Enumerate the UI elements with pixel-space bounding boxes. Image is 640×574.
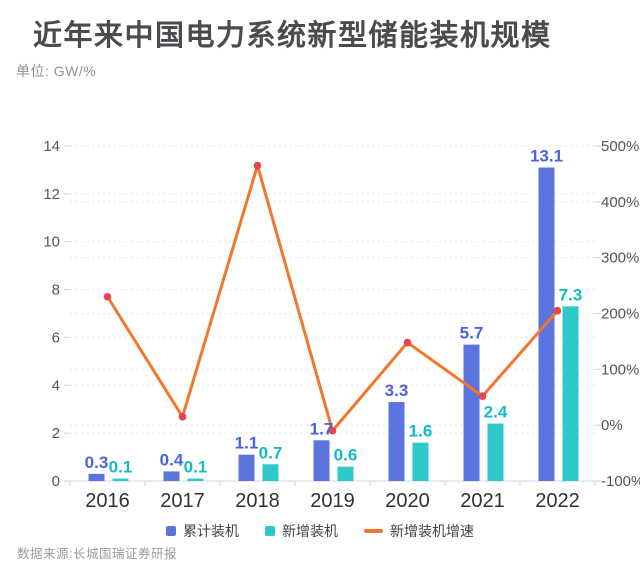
bar-cumulative-2019	[313, 440, 330, 481]
line-point-2020	[403, 338, 412, 347]
right-axis-label-500%: 500%	[601, 138, 639, 155]
left-axis-label-0: 0	[52, 473, 60, 490]
value-label-cumulative-2020: 3.3	[385, 381, 409, 400]
right-axis-label-200%: 200%	[601, 306, 639, 323]
bar-new-installed-2017	[187, 478, 204, 481]
x-axis-label-2021: 2021	[460, 490, 505, 512]
data-source: 数据来源:长城国瑞证券研报	[17, 547, 177, 561]
line-point-2018	[253, 161, 262, 170]
value-label-cumulative-2017: 0.4	[160, 450, 184, 469]
line-point-2016	[103, 292, 112, 301]
left-axis-label-8: 8	[52, 282, 60, 299]
bar-new-installed-2016	[112, 478, 129, 481]
legend-label-new-installed: 新增装机	[282, 523, 338, 539]
value-label-cumulative-2019: 1.7	[310, 419, 334, 438]
value-label-cumulative-2021: 5.7	[460, 324, 484, 343]
bar-cumulative-2017	[163, 471, 180, 481]
page-title: 近年来中国电力系统新型储能装机规模	[33, 20, 552, 52]
value-label-cumulative-2022: 13.1	[530, 147, 563, 166]
x-axis-label-2016: 2016	[85, 490, 130, 512]
value-label-new-installed-2021: 2.4	[484, 403, 508, 422]
value-label-cumulative-2018: 1.1	[235, 434, 259, 453]
value-label-new-installed-2020: 1.6	[409, 422, 433, 441]
right-axis-label-300%: 300%	[601, 250, 639, 267]
legend-line-marker-growth-rate	[364, 529, 383, 533]
value-label-new-installed-2017: 0.1	[184, 458, 208, 477]
bar-new-installed-2018	[262, 464, 279, 481]
x-axis-label-2019: 2019	[310, 490, 355, 512]
legend-swatch-cumulative	[166, 526, 176, 536]
legend-item-growth-rate[interactable]: 新增装机增速	[364, 521, 474, 541]
bar-cumulative-2020	[388, 402, 405, 481]
x-axis-label-2020: 2020	[385, 490, 430, 512]
value-label-new-installed-2016: 0.1	[109, 458, 133, 477]
chart-legend: 累计装机 新增装机 新增装机增速	[0, 521, 640, 541]
line-point-2017	[178, 412, 187, 421]
line-point-2022	[553, 306, 562, 315]
right-axis-label-100%: 100%	[601, 361, 639, 378]
line-point-2021	[478, 392, 487, 400]
growth-rate-line	[106, 164, 559, 433]
x-axis-label-2022: 2022	[535, 490, 580, 512]
left-axis-label-6: 6	[52, 329, 60, 346]
left-axis-label-10: 10	[43, 234, 60, 251]
left-axis-label-12: 12	[43, 186, 60, 203]
bar-new-installed-2022	[562, 306, 579, 481]
legend-label-cumulative: 累计装机	[183, 523, 239, 539]
bar-cumulative-2021	[463, 344, 480, 481]
left-axis-label-2: 2	[52, 425, 60, 442]
bar-cumulative-2018	[238, 454, 255, 481]
x-axis-label-2017: 2017	[160, 490, 205, 512]
right-axis-label--100%: -100%	[601, 473, 640, 490]
right-axis-label-400%: 400%	[601, 194, 639, 211]
legend-label-growth-rate: 新增装机增速	[390, 523, 474, 539]
line-point-2019	[328, 426, 337, 435]
value-label-new-installed-2019: 0.6	[334, 446, 358, 465]
bar-new-installed-2019	[337, 466, 354, 481]
legend-item-new-installed[interactable]: 新增装机	[265, 521, 338, 541]
bar-new-installed-2021	[487, 423, 504, 481]
right-axis-label-0%: 0%	[601, 417, 623, 434]
value-label-new-installed-2022: 7.3	[559, 285, 583, 304]
left-axis-label-14: 14	[43, 138, 60, 155]
bar-cumulative-2016	[88, 473, 105, 481]
left-axis-label-4: 4	[52, 377, 60, 394]
legend-swatch-new-installed	[265, 526, 275, 536]
value-label-cumulative-2016: 0.3	[85, 453, 109, 472]
unit-label: 单位: GW/%	[16, 63, 97, 79]
bar-new-installed-2020	[412, 442, 429, 481]
value-label-new-installed-2018: 0.7	[259, 443, 283, 462]
x-axis-label-2018: 2018	[235, 490, 280, 512]
legend-item-cumulative[interactable]: 累计装机	[166, 521, 239, 541]
